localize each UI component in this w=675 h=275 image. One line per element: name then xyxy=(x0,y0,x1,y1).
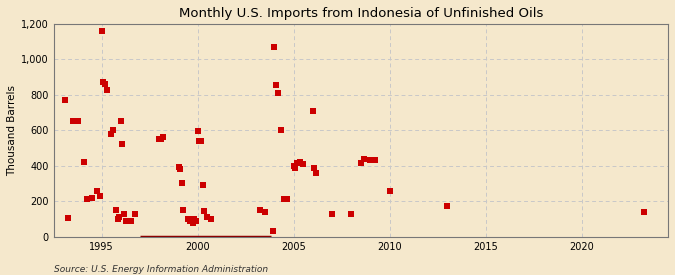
Point xyxy=(346,211,356,216)
Point xyxy=(117,142,128,147)
Point xyxy=(112,217,123,221)
Point xyxy=(292,161,302,165)
Point xyxy=(384,189,395,194)
Point xyxy=(114,215,125,219)
Point xyxy=(254,208,265,212)
Point xyxy=(191,219,202,223)
Point xyxy=(196,139,207,143)
Point xyxy=(365,157,376,162)
Point xyxy=(275,128,286,133)
Point xyxy=(95,194,105,198)
Point xyxy=(101,88,112,93)
Point xyxy=(154,137,165,141)
Point xyxy=(92,188,103,193)
Point xyxy=(272,91,283,95)
Point xyxy=(125,219,136,223)
Point xyxy=(106,132,117,136)
Point xyxy=(290,165,300,170)
Point xyxy=(310,171,321,175)
Point xyxy=(639,210,649,214)
Point xyxy=(358,156,369,161)
Point xyxy=(173,164,184,169)
Point xyxy=(183,217,194,221)
Point xyxy=(108,128,119,133)
Point xyxy=(267,229,278,233)
Point xyxy=(100,82,111,86)
Point xyxy=(308,109,319,113)
Point xyxy=(82,197,92,202)
Point xyxy=(202,215,213,219)
Point xyxy=(442,204,453,208)
Point xyxy=(189,217,200,221)
Point xyxy=(86,196,97,200)
Title: Monthly U.S. Imports from Indonesia of Unfinished Oils: Monthly U.S. Imports from Indonesia of U… xyxy=(179,7,543,20)
Point xyxy=(271,83,281,87)
Point xyxy=(59,98,70,102)
Point xyxy=(79,160,90,164)
Y-axis label: Thousand Barrels: Thousand Barrels xyxy=(7,85,17,176)
Point xyxy=(98,80,109,85)
Point xyxy=(309,166,320,170)
Point xyxy=(130,211,140,216)
Point xyxy=(111,208,122,212)
Point xyxy=(72,119,83,124)
Point xyxy=(288,164,299,168)
Point xyxy=(298,162,308,166)
Point xyxy=(198,209,209,213)
Point xyxy=(259,210,270,214)
Point xyxy=(194,139,205,143)
Point xyxy=(155,137,166,141)
Point xyxy=(68,119,78,124)
Point xyxy=(176,181,187,186)
Point xyxy=(119,211,130,216)
Text: Source: U.S. Energy Information Administration: Source: U.S. Energy Information Administ… xyxy=(54,265,268,274)
Point xyxy=(157,135,168,140)
Point xyxy=(197,183,208,188)
Point xyxy=(120,219,131,223)
Point xyxy=(175,167,186,172)
Point xyxy=(356,161,367,165)
Point xyxy=(269,45,280,49)
Point xyxy=(327,211,338,216)
Point xyxy=(185,219,196,223)
Point xyxy=(63,216,74,220)
Point xyxy=(115,119,126,124)
Point xyxy=(178,208,189,212)
Point xyxy=(282,197,293,202)
Point xyxy=(192,129,203,133)
Point xyxy=(188,220,198,225)
Point xyxy=(97,29,107,33)
Point xyxy=(294,160,305,164)
Point xyxy=(279,196,290,201)
Point xyxy=(205,217,216,221)
Point xyxy=(370,158,381,163)
